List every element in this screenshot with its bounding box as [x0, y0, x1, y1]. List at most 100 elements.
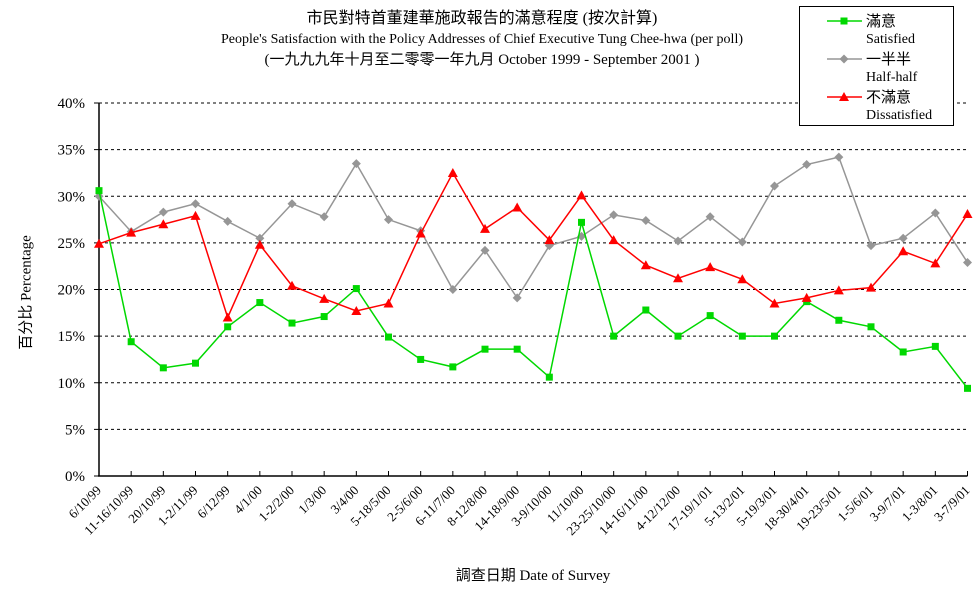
y-tick-label: 30% [58, 189, 86, 205]
data-point-dissatisfied [576, 190, 587, 200]
data-point-satisfied [159, 364, 167, 372]
data-point-half-half [319, 212, 329, 222]
data-point-satisfied [320, 313, 328, 321]
data-point-half-half [255, 233, 265, 243]
y-tick-label: 0% [65, 469, 85, 485]
y-tick-label: 40% [58, 96, 86, 112]
data-point-satisfied [288, 319, 296, 327]
data-point-satisfied [867, 323, 875, 331]
satisfied-legend-marker-icon [827, 17, 862, 24]
data-point-half-half [770, 181, 779, 191]
data-point-satisfied [127, 338, 135, 346]
data-point-satisfied [738, 332, 746, 340]
data-point-dissatisfied [898, 246, 909, 256]
data-point-half-half [963, 257, 972, 267]
data-point-satisfied [545, 373, 553, 381]
legend-label-half-half-en: Half-half [866, 70, 918, 85]
chart-title-en: People's Satisfaction with the Policy Ad… [221, 32, 743, 48]
data-point-dissatisfied [801, 292, 812, 302]
data-point-dissatisfied [737, 274, 748, 284]
dissatisfied-legend-marker-shape [839, 91, 849, 101]
y-tick-label: 15% [58, 329, 86, 345]
data-point-satisfied [964, 384, 971, 392]
x-category-label: 3-7/9/01 [931, 483, 973, 525]
data-point-dissatisfied [415, 228, 426, 238]
data-point-half-half [287, 199, 297, 209]
y-tick-label: 10% [58, 376, 86, 392]
data-point-half-half [898, 233, 908, 243]
data-point-satisfied [642, 306, 650, 314]
data-point-satisfied [192, 359, 199, 367]
data-point-dissatisfied [640, 260, 651, 270]
legend-label-dissatisfied-en: Dissatisfied [866, 108, 933, 123]
data-point-dissatisfied [158, 219, 169, 229]
data-point-dissatisfied [190, 210, 201, 220]
legend-label-satisfied-zh: 滿意 [866, 14, 897, 30]
data-point-dissatisfied [94, 238, 104, 248]
data-point-dissatisfied [769, 298, 780, 308]
data-point-dissatisfied [254, 239, 265, 249]
half-half-legend-marker-icon [827, 54, 862, 63]
data-point-dissatisfied [222, 312, 233, 322]
legend-item-half-half: 一半半 [800, 49, 953, 68]
legend-label-half-half-zh: 一半半 [866, 52, 912, 68]
legend-item-satisfied: 滿意 [800, 11, 953, 30]
x-axis-title: 調查日期 Date of Survey [455, 568, 611, 584]
data-point-half-half [351, 159, 361, 169]
data-point-satisfied [352, 285, 360, 293]
data-point-dissatisfied [480, 223, 490, 233]
data-point-half-half [705, 212, 715, 222]
data-point-dissatisfied [930, 258, 941, 268]
data-point-half-half [737, 237, 747, 247]
data-point-satisfied [256, 299, 264, 307]
y-tick-label: 5% [65, 422, 85, 438]
data-point-satisfied [610, 332, 618, 340]
data-point-dissatisfied [383, 298, 394, 308]
data-point-half-half [834, 152, 844, 162]
data-point-half-half [384, 215, 393, 225]
data-point-half-half [191, 199, 200, 209]
legend-item-dissatisfied: 不滿意 [800, 87, 953, 106]
data-point-dissatisfied [351, 305, 362, 315]
data-point-dissatisfied [512, 202, 523, 212]
data-point-dissatisfied [608, 235, 619, 245]
data-point-satisfied [385, 333, 392, 341]
x-category-label: 6/12/99 [194, 483, 233, 522]
data-point-dissatisfied [866, 282, 876, 292]
data-point-half-half [802, 160, 812, 170]
data-point-dissatisfied [705, 262, 716, 272]
data-point-half-half [641, 215, 651, 225]
x-category-label: 1/3/00 [295, 483, 329, 517]
data-point-satisfied [835, 316, 843, 324]
data-point-dissatisfied [962, 208, 973, 218]
x-category-label: 1-2/2/00 [255, 483, 297, 525]
data-point-satisfied [899, 348, 907, 356]
chart-title-zh: 市民對特首董建華施政報告的滿意程度 (按次計算) [306, 10, 658, 27]
y-tick-label: 25% [58, 236, 86, 252]
data-point-satisfied [706, 312, 714, 320]
series-line-dissatisfied [98, 171, 969, 320]
title-block: 市民對特首董建華施政報告的滿意程度 (按次計算) People's Satisf… [0, 10, 964, 70]
legend: 滿意 Satisfied 一半半 Half-half 不滿意 Dissatisf… [799, 6, 954, 126]
legend-label-satisfied-en: Satisfied [866, 32, 915, 47]
data-point-dissatisfied [287, 280, 297, 290]
data-point-satisfied [674, 332, 682, 340]
data-point-satisfied [224, 323, 232, 331]
data-point-half-half [609, 210, 619, 220]
data-point-half-half [930, 208, 940, 218]
y-tick-label: 20% [58, 283, 86, 299]
data-point-half-half [158, 207, 168, 217]
dissatisfied-legend-marker-icon [827, 91, 862, 101]
data-point-satisfied [771, 332, 778, 340]
y-tick-label: 35% [58, 143, 86, 159]
legend-label-dissatisfied-zh: 不滿意 [866, 90, 912, 106]
half-half-legend-marker-shape [839, 54, 849, 63]
data-point-satisfied [578, 218, 585, 226]
y-axis-title: 百分比 Percentage [18, 235, 35, 350]
data-point-half-half [866, 241, 876, 251]
data-point-half-half [448, 285, 458, 294]
data-point-dissatisfied [544, 235, 555, 245]
data-point-half-half [512, 293, 522, 303]
data-point-satisfied [513, 345, 521, 353]
